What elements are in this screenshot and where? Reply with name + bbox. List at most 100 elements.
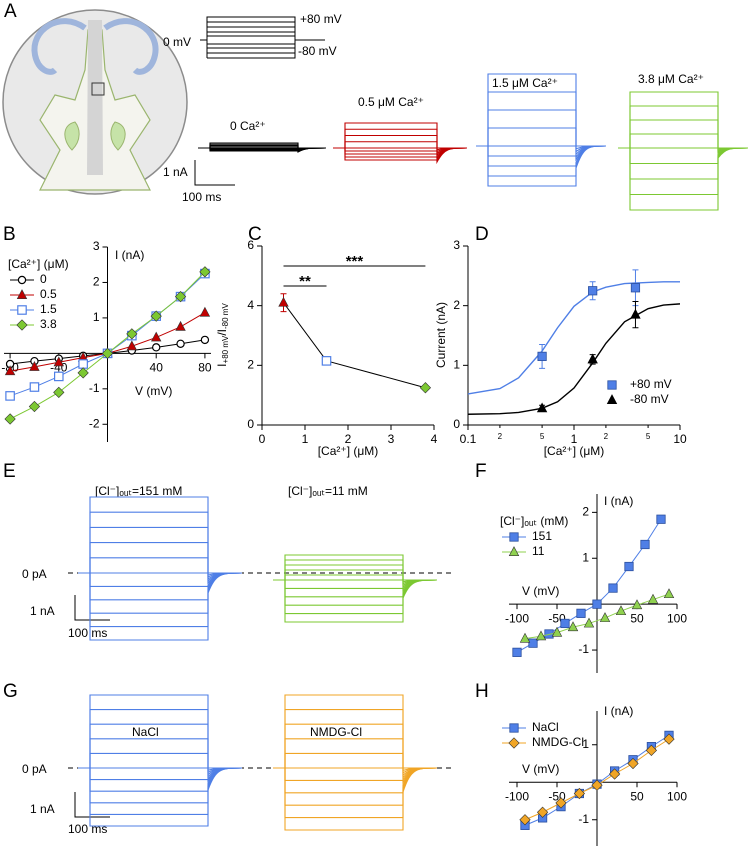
point [152, 343, 161, 352]
current-traces [618, 91, 749, 211]
point [78, 359, 88, 369]
y-tick-label: -2 [89, 416, 100, 430]
point [555, 797, 567, 809]
x-tick-label: 100 [667, 611, 687, 625]
scale-current: 1 nA [30, 604, 55, 618]
y-tick-label: -1 [578, 812, 589, 826]
x-tick-label: -100 [505, 611, 529, 625]
voltage-protocol [200, 16, 325, 59]
current-trace [78, 767, 243, 827]
y-tick-label: 3 [453, 238, 460, 252]
current-trace [78, 511, 243, 576]
legend-marker [509, 723, 519, 733]
x-tick-label: 3 [388, 432, 395, 446]
current-trace [78, 694, 242, 769]
current-traces [198, 142, 327, 153]
x-axis-label: [Ca²⁺] (μM) [318, 444, 379, 458]
significance-label: *** [346, 253, 364, 270]
current-trace [78, 709, 243, 771]
scale-current: 1 nA [163, 165, 188, 179]
point [29, 382, 40, 392]
point [588, 286, 598, 296]
current-trace [78, 738, 243, 776]
legend-marker [607, 380, 617, 390]
point [512, 647, 522, 657]
point [151, 331, 162, 342]
x-tick-label: 2 [604, 432, 609, 441]
point [278, 296, 289, 307]
y-tick-label: 0 [247, 417, 254, 431]
y-axis-label: I (nA) [604, 494, 633, 508]
zero-label: 0 pA [22, 762, 47, 776]
point [199, 306, 211, 317]
current-trace [273, 554, 437, 581]
x-tick-label: 2 [345, 432, 352, 446]
y-tick-label: 4 [247, 298, 254, 312]
protocol-min: -80 mV [298, 44, 337, 58]
point [567, 621, 579, 632]
x-tick-label: 80 [198, 361, 212, 375]
point [4, 413, 16, 425]
current-traces [78, 694, 243, 827]
y-tick-label: 2 [453, 298, 460, 312]
legend-title: [Cl⁻]ₒᵤₜ (mM) [500, 514, 568, 528]
legend-title: [Ca²⁺] (μM) [8, 257, 69, 271]
scale-time: 100 ms [182, 190, 221, 204]
panel-label: F [475, 461, 487, 482]
point [4, 365, 16, 376]
point [624, 561, 634, 572]
trace-label: 0 Ca²⁺ [230, 119, 266, 133]
trace-label: [Cl⁻]ₒᵤₜ=11 mM [288, 484, 368, 498]
panel-label: H [475, 681, 489, 702]
scale-time: 100 ms [68, 626, 107, 640]
point [591, 779, 603, 791]
point [608, 583, 618, 593]
point [28, 400, 41, 413]
point [537, 351, 547, 361]
current-trace [476, 127, 607, 156]
legend-label: 0.5 [40, 287, 57, 301]
current-trace [333, 128, 468, 151]
point [536, 806, 549, 818]
x-tick-label: 50 [630, 611, 644, 625]
current-trace [618, 147, 749, 165]
current-trace [78, 572, 243, 614]
x-tick-label: -100 [505, 789, 529, 803]
legend-label: NMDG-Cl [532, 735, 584, 749]
point [175, 320, 186, 331]
panel-label: A [4, 1, 17, 22]
trace-label: NaCl [132, 725, 159, 739]
current-trace [618, 105, 749, 150]
point [126, 340, 138, 351]
legend-label: 11 [532, 544, 545, 558]
point [656, 514, 666, 524]
x-tick-label: 1 [571, 432, 578, 446]
point [199, 266, 211, 278]
panel-label: D [475, 224, 489, 245]
legend-marker [17, 275, 27, 285]
point [631, 599, 643, 610]
x-tick-label: 1 [302, 432, 309, 446]
x-tick-label: 100 [667, 789, 687, 803]
legend-label: +80 mV [630, 377, 672, 391]
fit-curve [467, 303, 681, 415]
current-trace [333, 147, 468, 165]
y-tick-label: 0 [453, 417, 460, 431]
y-tick-label: 1 [93, 310, 100, 324]
current-trace [78, 526, 243, 578]
y-axis-label: Current (nA) [434, 302, 448, 368]
current-traces [333, 122, 468, 165]
current-trace [618, 119, 749, 152]
y-axis-label: I (nA) [604, 704, 633, 718]
legend-marker [508, 737, 520, 749]
legend-label: 0 [40, 272, 47, 286]
current-trace [273, 709, 438, 772]
legend-label: 3.8 [40, 317, 57, 331]
y-axis-label: I (nA) [115, 248, 144, 262]
point [101, 347, 114, 359]
x-axis-label: V (mV) [135, 384, 172, 398]
x-tick-label: 5 [540, 432, 545, 441]
point [615, 605, 627, 616]
point [583, 617, 595, 628]
